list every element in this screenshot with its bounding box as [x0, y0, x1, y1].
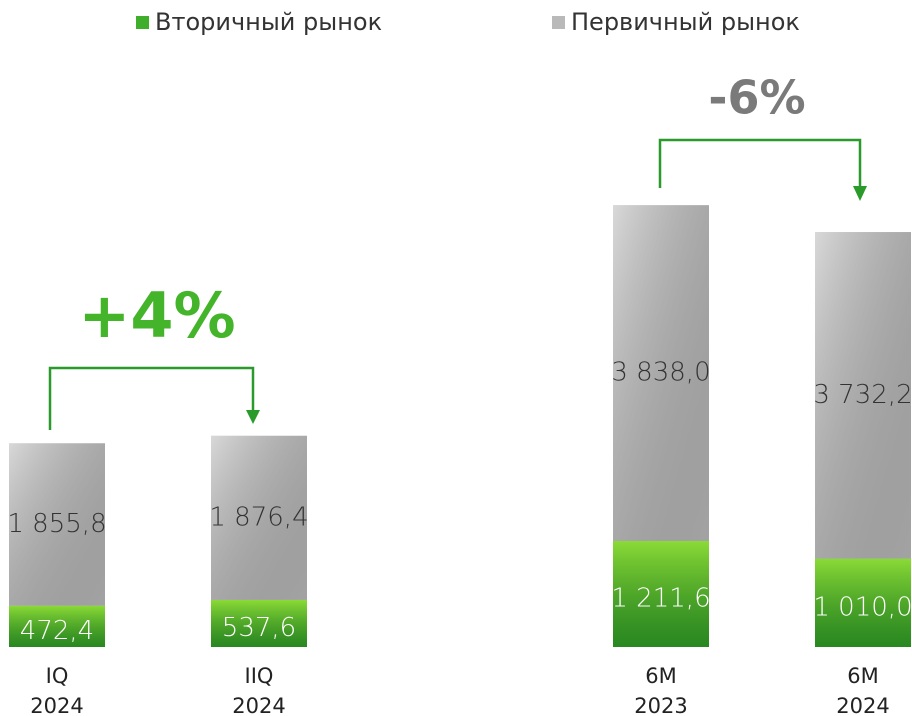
bar-shade	[211, 435, 307, 600]
legend-swatch	[552, 16, 565, 29]
x-tick-label: IIQ 2024	[232, 664, 286, 716]
bar-shade	[9, 605, 105, 647]
value-label: 472,4	[20, 616, 94, 646]
legend-label: Вторичный рынок	[155, 8, 382, 36]
value-label: 3 838,0	[611, 358, 710, 388]
arrowhead	[853, 186, 867, 201]
value-label: 537,6	[222, 613, 296, 643]
bar-shade	[815, 558, 911, 647]
value-label: 3 732,2	[813, 380, 912, 410]
bar-shade	[211, 599, 307, 647]
x-tick-label: 6M 2023	[634, 664, 688, 716]
annotation: +4%	[78, 279, 235, 352]
legend-swatch	[136, 16, 149, 29]
bar-shade	[613, 540, 709, 647]
value-label: 1 855,8	[7, 509, 106, 539]
legend-label: Первичный рынок	[571, 8, 800, 36]
annotation: -6%	[708, 71, 805, 125]
x-tick-label: IQ 2024	[30, 664, 84, 716]
bar-shade	[9, 443, 105, 606]
value-label: 1 876,4	[209, 502, 308, 532]
arrowhead	[246, 410, 260, 424]
bar-shade	[613, 205, 709, 541]
value-label: 1 010,0	[813, 592, 912, 622]
value-label: 1 211,6	[611, 583, 710, 613]
bar-shade	[815, 232, 911, 559]
x-tick-label: 6M 2024	[836, 664, 890, 716]
bracket	[658, 138, 862, 190]
bracket	[48, 366, 255, 430]
